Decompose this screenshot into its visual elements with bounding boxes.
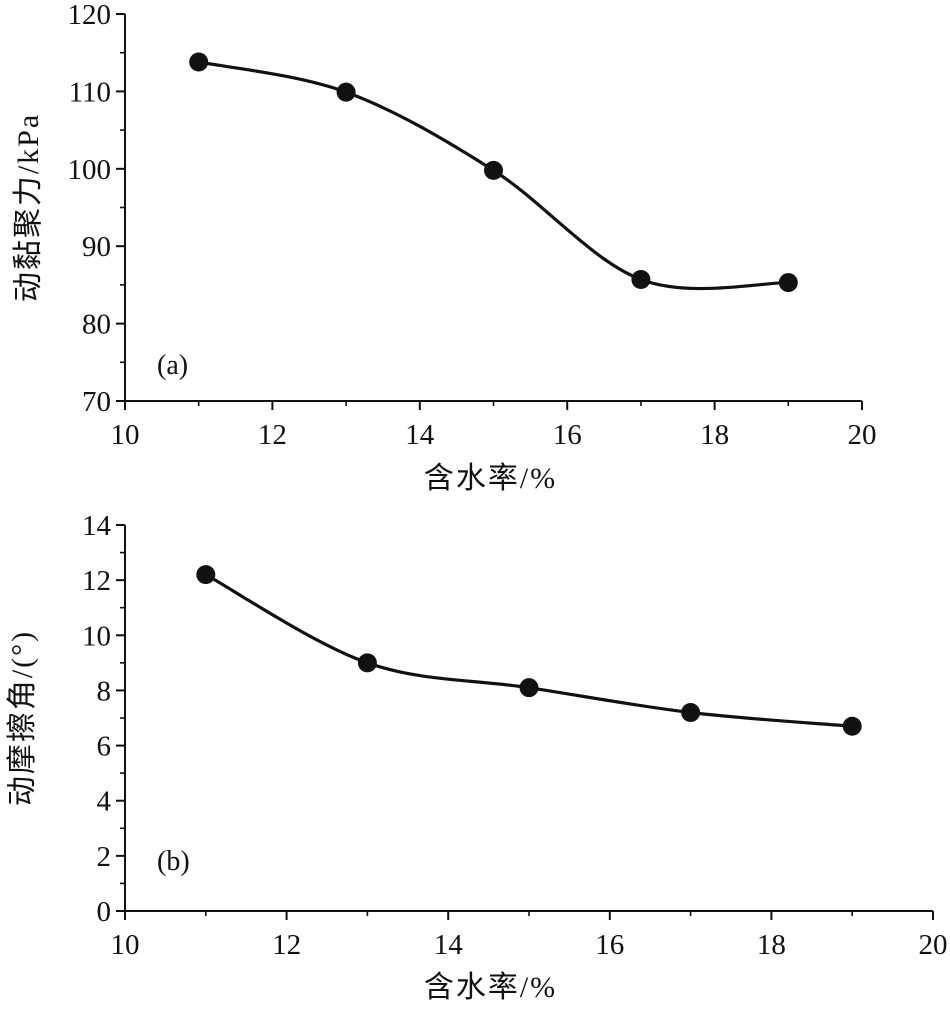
data-point [336,82,356,102]
y-tick-label: 8 [97,675,112,707]
y-tick-label: 12 [82,565,111,597]
data-point [842,716,862,736]
y-tick-label: 120 [68,0,112,31]
y-tick-label: 70 [82,386,111,418]
y-tick-label: 90 [82,231,111,263]
y-tick-label: 14 [82,510,112,542]
y-axis-label: 动黏聚力/kPa [12,113,45,302]
x-axis-label: 含水率/% [424,462,557,495]
x-tick-label: 10 [111,929,140,961]
y-tick-label: 2 [97,841,112,873]
x-tick-label: 20 [919,929,948,961]
x-tick-label: 14 [405,419,435,451]
y-tick-label: 80 [82,309,111,341]
x-tick-label: 10 [111,419,140,451]
data-point [519,678,539,698]
y-tick-label: 6 [97,731,112,763]
x-tick-label: 20 [848,419,877,451]
data-point [681,702,701,722]
series-line [204,573,854,728]
x-tick-label: 16 [553,419,582,451]
x-tick-label: 12 [272,929,301,961]
data-point [357,653,377,673]
x-tick-label: 16 [595,929,624,961]
y-tick-label: 0 [97,896,112,928]
y-tick-label: 100 [68,154,112,186]
data-point [189,52,209,72]
x-tick-label: 18 [700,419,729,451]
y-tick-label: 4 [97,786,112,818]
chart-panel-a: 70 80 90 100 110 120 10 12 14 16 18 20 含水率/% 动黏聚力/kPa… [12,0,877,495]
x-tick-label: 14 [434,929,464,961]
x-axis-label: 含水率/% [424,971,557,1004]
panel-label: (b) [157,846,190,877]
data-point [778,273,798,293]
chart-panel-b: 0 2 4 6 8 10 12 14 10 12 14 16 18 20 含水率/% 动摩擦角/(°) (b) [6,510,948,1004]
x-tick-label: 18 [757,929,786,961]
y-tick-label: 110 [69,76,111,108]
y-tick-label: 10 [82,620,111,652]
y-axis-label: 动摩擦角/(°) [6,630,39,806]
data-point [484,160,503,180]
data-point [631,269,651,289]
x-tick-label: 12 [258,419,287,451]
panel-label: (a) [157,350,188,381]
data-point [196,565,216,585]
